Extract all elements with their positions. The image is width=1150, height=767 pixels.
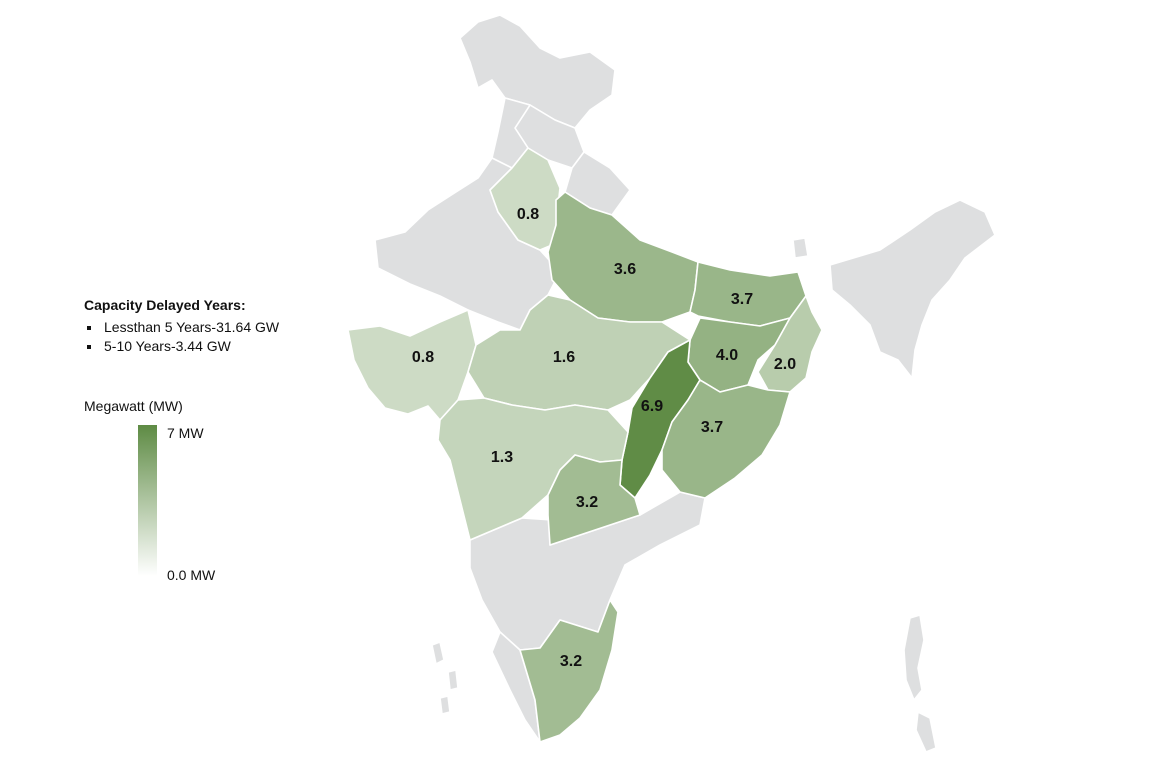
region-odisha <box>661 379 791 499</box>
color-scale-bar <box>138 425 157 576</box>
legend-item-text: Lessthan 5 Years-31.64 GW <box>104 319 280 335</box>
region-north-jk <box>459 14 616 129</box>
region-label: 4.0 <box>716 347 738 364</box>
data-regions <box>347 147 823 743</box>
region-tamil-nadu <box>519 599 619 743</box>
value-labels: 0.8 3.6 3.7 0.8 1.6 4.0 2.0 6.9 3.7 1.3 … <box>412 206 796 670</box>
region-label: 3.2 <box>576 494 598 511</box>
region-telangana <box>547 454 641 546</box>
legend-list: Lessthan 5 Years-31.64 GW 5-10 Years-3.4… <box>84 318 344 356</box>
scale-title: Megawatt (MW) <box>84 398 183 414</box>
region-label: 3.7 <box>731 291 753 308</box>
region-label: 3.6 <box>614 261 636 278</box>
region-label: 6.9 <box>641 398 663 415</box>
region-sikkim <box>792 237 809 259</box>
region-label: 0.8 <box>412 349 434 366</box>
bullet-icon <box>87 326 91 330</box>
region-islands-west <box>431 641 459 715</box>
legend-title: Capacity Delayed Years: <box>84 297 246 313</box>
region-label: 2.0 <box>774 356 796 373</box>
region-label: 1.6 <box>553 349 575 366</box>
region-northeast <box>829 199 996 379</box>
legend-item: 5-10 Years-3.44 GW <box>84 337 344 356</box>
region-label: 1.3 <box>491 449 513 466</box>
legend-item-text: 5-10 Years-3.44 GW <box>104 338 231 354</box>
region-west-bengal <box>757 295 823 393</box>
legend-item: Lessthan 5 Years-31.64 GW <box>84 318 344 337</box>
region-label: 3.2 <box>560 653 582 670</box>
region-label: 0.8 <box>517 206 539 223</box>
region-label: 3.7 <box>701 419 723 436</box>
scale-max-label: 7 MW <box>167 425 204 441</box>
region-islands-east <box>903 614 937 753</box>
capacity-delayed-legend: Capacity Delayed Years: Lessthan 5 Years… <box>84 297 344 356</box>
bullet-icon <box>87 345 91 349</box>
scale-min-label: 0.0 MW <box>167 567 216 583</box>
